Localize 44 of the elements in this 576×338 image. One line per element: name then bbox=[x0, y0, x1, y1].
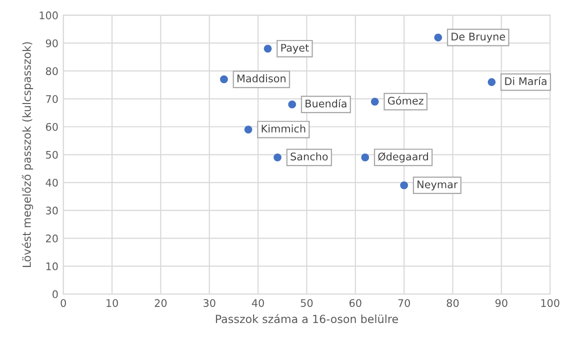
x-tick-label: 90 bbox=[495, 299, 508, 307]
annotation: De Bruyne bbox=[452, 32, 506, 43]
y-tick-label: 100 bbox=[40, 11, 58, 20]
annotation: Kimmich bbox=[262, 124, 306, 133]
point bbox=[264, 44, 272, 53]
y-tick-label: 20 bbox=[46, 234, 58, 242]
annotation: Ødegaard bbox=[378, 152, 428, 162]
x-tick-label: 100 bbox=[541, 299, 560, 307]
annotation: Payet bbox=[281, 44, 309, 54]
y-tick-label: 10 bbox=[46, 262, 58, 270]
annotation: Di María bbox=[505, 76, 546, 86]
x-tick-label: 40 bbox=[252, 299, 264, 307]
point bbox=[400, 181, 408, 190]
point bbox=[488, 78, 496, 86]
y-tick-label: 30 bbox=[46, 206, 58, 215]
x-tick-label: 20 bbox=[154, 299, 167, 307]
y-axis-title: Lövést megelőző passzok (kulcspasszok) bbox=[22, 42, 34, 267]
x-tick-label: 10 bbox=[106, 299, 118, 307]
x-tick-label: 50 bbox=[300, 299, 313, 307]
y-tick-label: 60 bbox=[46, 122, 58, 131]
point bbox=[220, 75, 228, 84]
annotation: Gómez bbox=[388, 96, 424, 105]
y-tick-label: 80 bbox=[46, 67, 58, 76]
point bbox=[244, 126, 252, 134]
y-tick-label: 50 bbox=[46, 150, 58, 159]
x-tick-label: 30 bbox=[204, 299, 216, 307]
annotation: Buendía bbox=[306, 98, 346, 108]
point bbox=[274, 153, 282, 162]
x-tick-label: 80 bbox=[446, 299, 459, 307]
x-tick-label: 70 bbox=[398, 299, 410, 307]
annotation: Maddison bbox=[238, 74, 286, 82]
point bbox=[361, 153, 370, 162]
point bbox=[434, 34, 442, 42]
y-tick-label: 40 bbox=[46, 178, 58, 187]
point bbox=[370, 98, 379, 106]
y-tick-label: 0 bbox=[52, 290, 58, 298]
annotation: Neymar bbox=[418, 180, 458, 190]
x-tick-label: 60 bbox=[349, 299, 362, 307]
y-tick-label: 70 bbox=[46, 95, 58, 103]
y-tick-label: 90 bbox=[46, 39, 58, 48]
annotation: Sancho bbox=[290, 152, 328, 160]
x-tick-label: 0 bbox=[60, 299, 66, 307]
point bbox=[288, 100, 296, 108]
x-axis-title: Passzok száma a 16-oson belülre bbox=[216, 314, 398, 324]
